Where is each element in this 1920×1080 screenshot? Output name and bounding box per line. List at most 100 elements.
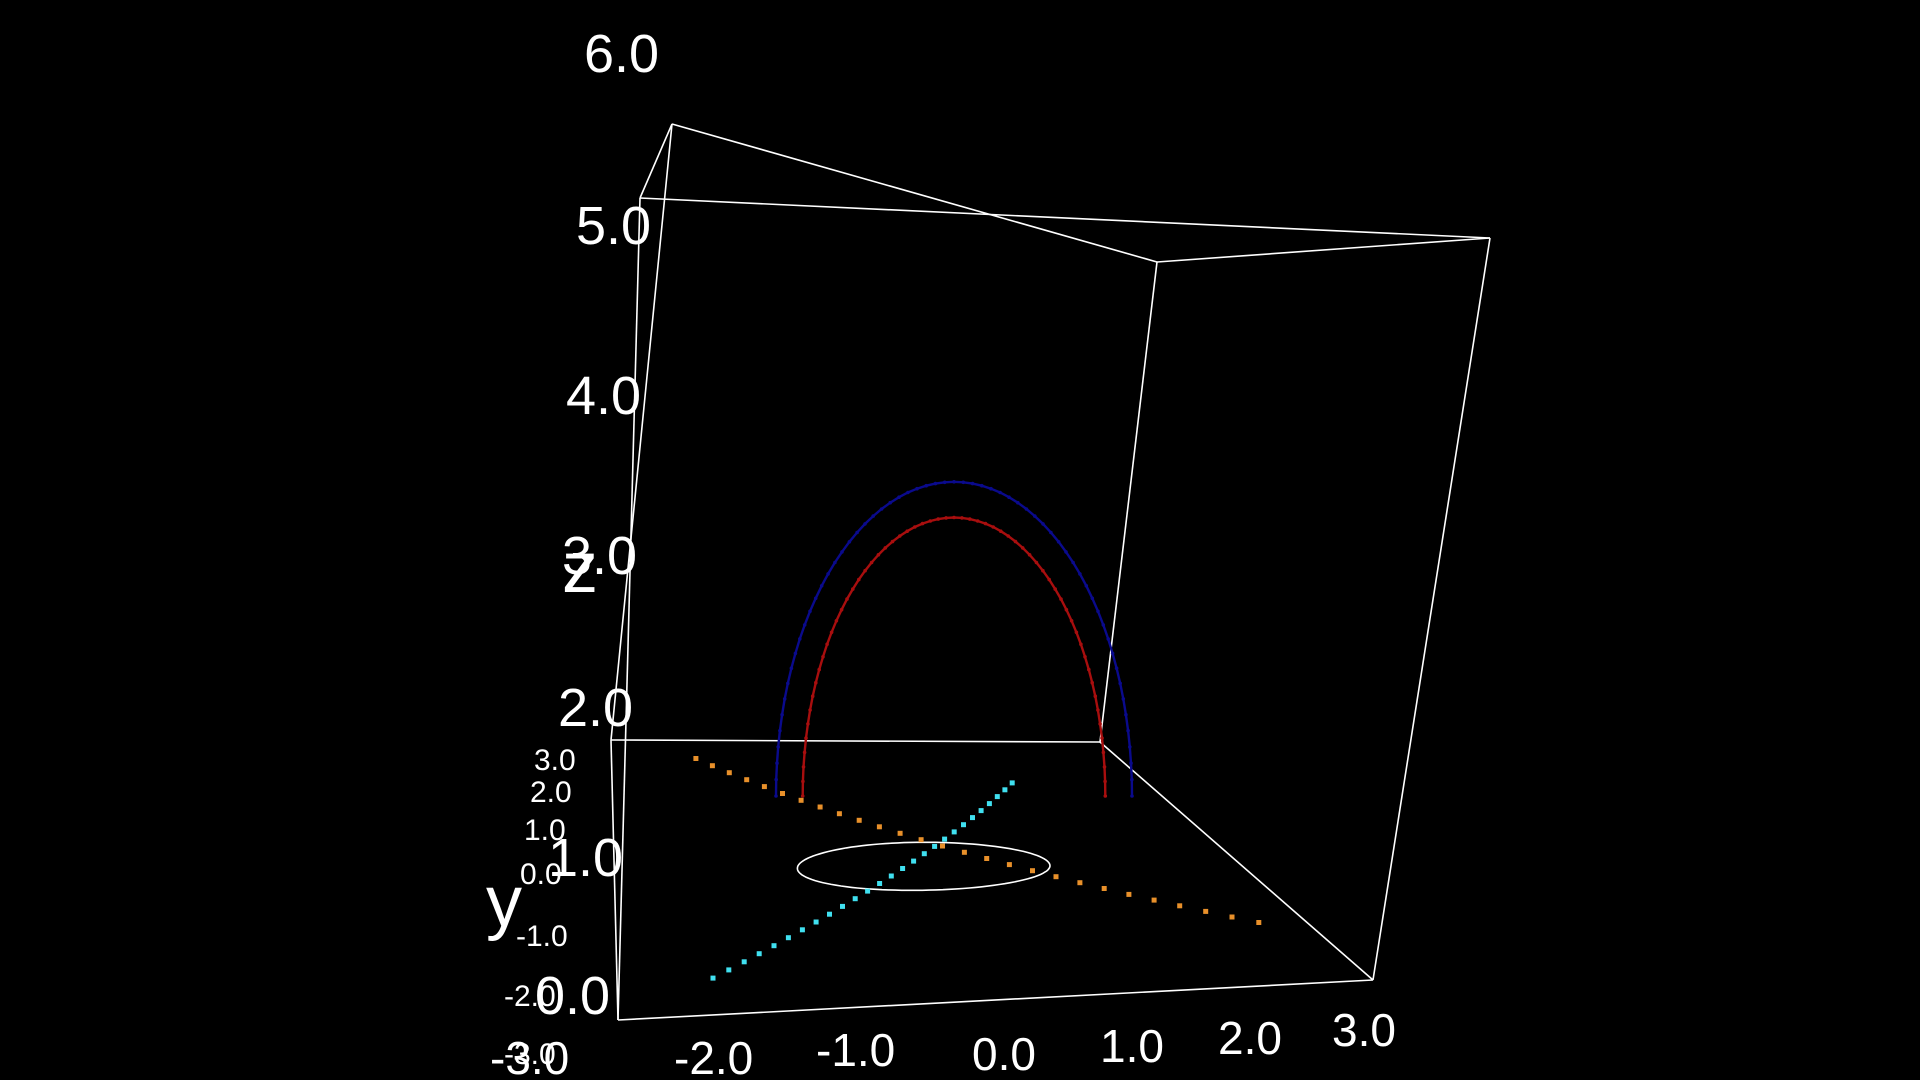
line-point <box>961 822 966 828</box>
line-point <box>978 808 984 814</box>
x-tick-labels: -3.0 -2.0 -1.0 0.0 1.0 2.0 3.0 <box>490 1004 1396 1080</box>
z-tick-label: 3.0 <box>562 526 637 586</box>
line-point <box>897 830 903 836</box>
line-point <box>813 919 819 925</box>
z-tick-label: 4.0 <box>566 366 641 426</box>
arc-curve <box>774 480 1134 797</box>
line-point <box>798 797 804 803</box>
z-tick-label: 5.0 <box>576 196 651 256</box>
y-axis-label: y <box>486 862 522 942</box>
box-edge <box>617 197 641 1021</box>
line-point <box>817 804 823 810</box>
box-edge <box>1099 741 1374 981</box>
base-circle <box>796 841 1051 892</box>
x-tick-label: 2.0 <box>1218 1012 1282 1064</box>
y-tick-label: 3.0 <box>534 744 576 777</box>
z-tick-label: 6.0 <box>584 24 659 84</box>
line-point <box>1229 914 1235 920</box>
line-point <box>856 817 862 823</box>
line-point <box>1053 874 1059 880</box>
line-point <box>1030 868 1035 874</box>
line-point <box>744 777 750 783</box>
line-point <box>951 829 957 835</box>
line-point <box>780 791 785 796</box>
line-point <box>785 935 791 941</box>
line-point <box>709 763 715 769</box>
line-point <box>852 896 858 902</box>
z-axis-label: z <box>562 528 598 608</box>
line-point <box>888 873 894 879</box>
z-tick-label: 0.0 <box>535 966 610 1026</box>
ring-curve <box>796 841 1051 892</box>
line-point <box>771 943 777 949</box>
x-tick-label: -1.0 <box>816 1024 895 1076</box>
arc-curve <box>801 516 1107 797</box>
line-point <box>1101 886 1107 891</box>
line-point <box>970 815 975 821</box>
line-point <box>865 888 871 894</box>
line-point <box>994 794 1000 800</box>
arc-series <box>774 480 1134 798</box>
line-point <box>1006 862 1012 868</box>
line-point <box>1009 780 1015 786</box>
line-point <box>1203 908 1209 914</box>
line-point <box>1177 903 1183 909</box>
box-edge <box>1156 237 1491 263</box>
line-point <box>710 975 716 981</box>
line-point <box>1151 897 1157 903</box>
line-point <box>961 849 967 855</box>
line-point <box>741 959 747 965</box>
line-point <box>1126 891 1132 897</box>
line-point <box>1002 787 1008 793</box>
x-tick-label: 1.0 <box>1100 1020 1164 1072</box>
line-point <box>1256 920 1262 925</box>
line-point <box>918 837 924 843</box>
box-edge <box>639 197 1491 239</box>
y-tick-label: 1.0 <box>524 814 566 847</box>
x-tick-label: 0.0 <box>972 1028 1036 1080</box>
line-point <box>932 843 938 849</box>
box-edge <box>610 123 673 741</box>
box-edge <box>1372 237 1491 981</box>
line-point <box>900 866 906 871</box>
line-point <box>1077 880 1083 886</box>
ground-lines <box>693 756 1262 981</box>
box-edge <box>671 123 1158 263</box>
box-edge <box>639 123 673 199</box>
y-tick-labels: -3.0 -2.0 -1.0 0.0 1.0 2.03.0 <box>504 744 576 1071</box>
line-point <box>921 851 927 857</box>
y-tick-label: 2.0 <box>530 776 572 809</box>
box-edge <box>1099 261 1158 743</box>
y-tick-label: -3.0 <box>504 1038 556 1071</box>
line-point <box>940 843 945 849</box>
line-point <box>911 858 917 864</box>
line-point <box>756 951 762 957</box>
x-tick-label: -3.0 <box>490 1032 569 1080</box>
box-edge <box>617 979 1374 1021</box>
box-edge <box>610 739 1101 743</box>
line-point <box>984 856 990 861</box>
y-tick-label: -2.0 <box>504 980 556 1013</box>
axes-box <box>610 123 1491 1021</box>
y-tick-label: 0.0 <box>520 858 562 891</box>
z-tick-label: 2.0 <box>558 678 633 738</box>
line-point <box>986 801 992 807</box>
line-point <box>693 756 699 761</box>
line-point <box>840 903 845 909</box>
line-point <box>836 811 842 817</box>
x-tick-label: -2.0 <box>674 1032 753 1080</box>
line-point <box>726 770 732 776</box>
line-point <box>827 911 832 917</box>
line-point <box>799 927 805 933</box>
line-point <box>877 881 883 886</box>
line-point <box>726 967 732 973</box>
line-point <box>942 836 948 842</box>
line-point <box>876 824 882 830</box>
box-edge <box>610 739 619 1021</box>
x-tick-label: 3.0 <box>1332 1004 1396 1056</box>
z-tick-label: 1.0 <box>548 828 623 888</box>
z-tick-labels: 0.0 1.0 2.0 3.0 4.0 5.0 6.0 <box>535 24 659 1026</box>
line-point <box>761 784 767 790</box>
y-tick-label: -1.0 <box>516 920 568 953</box>
